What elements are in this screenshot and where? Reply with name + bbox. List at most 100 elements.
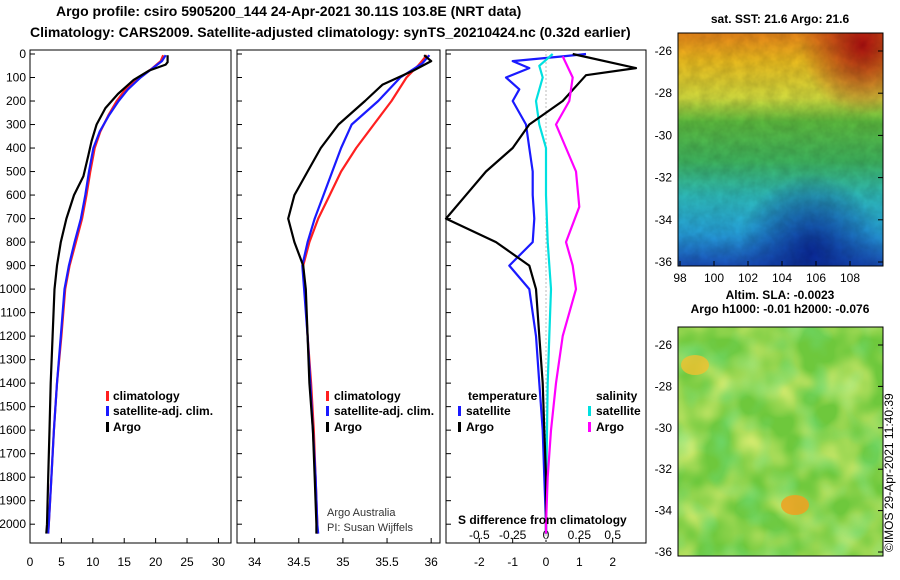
lon-tick-label: 104 bbox=[772, 271, 792, 285]
sst-map-title: sat. SST: 21.6 Argo: 21.6 bbox=[710, 12, 850, 26]
legend3-temp-satellite: satellite bbox=[466, 404, 511, 418]
ytick-label: 500 bbox=[6, 165, 26, 179]
xtick-label: 36 bbox=[424, 555, 438, 569]
ytick-label: 1600 bbox=[0, 423, 26, 437]
lon-tick-label: 106 bbox=[806, 271, 826, 285]
legend3-sal-argo: Argo bbox=[596, 420, 624, 434]
xtick-label: 34.5 bbox=[287, 555, 311, 569]
xtick-secondary-label: -0.25 bbox=[499, 528, 527, 542]
ytick-label: 1900 bbox=[0, 494, 26, 508]
legend-climatology: climatology bbox=[113, 389, 180, 403]
lat-tick-label: -30 bbox=[655, 128, 673, 142]
ytick-label: 1100 bbox=[0, 306, 26, 320]
legend-argo: Argo bbox=[113, 420, 141, 434]
xtick-label: 5 bbox=[58, 555, 65, 569]
xtick-label: 34 bbox=[248, 555, 262, 569]
ytick-label: 1200 bbox=[0, 329, 26, 343]
sla-map-title-line2: Argo h1000: -0.01 h2000: -0.076 bbox=[690, 302, 870, 316]
legend2-satellite-adj: satellite-adj. clim. bbox=[334, 404, 434, 418]
lat-tick-label: -28 bbox=[655, 86, 673, 100]
ytick-label: 0 bbox=[19, 47, 26, 61]
xtick-label: 0 bbox=[27, 555, 34, 569]
ytick-label: 1500 bbox=[0, 400, 26, 414]
xtick-label: -1 bbox=[507, 555, 518, 569]
ytick-label: 300 bbox=[6, 118, 26, 132]
legend2-satellite-swatch bbox=[326, 406, 329, 416]
legend-argo-swatch bbox=[106, 422, 109, 432]
lon-tick-label: 108 bbox=[840, 271, 860, 285]
lat-tick-label: -36 bbox=[655, 255, 673, 269]
xtick-label: 0 bbox=[543, 555, 550, 569]
xtick-label: 35.5 bbox=[375, 555, 399, 569]
chart-title-line1: Argo profile: csiro 5905200_144 24-Apr-2… bbox=[56, 3, 522, 19]
xtick-label: 20 bbox=[149, 555, 163, 569]
legend2-argo-swatch bbox=[326, 422, 329, 432]
ytick-label: 2000 bbox=[0, 517, 26, 531]
chart-title-line2: Climatology: CARS2009. Satellite-adjuste… bbox=[30, 24, 631, 40]
xtick-secondary-label: 0.25 bbox=[568, 528, 592, 542]
ytick-label: 100 bbox=[6, 71, 26, 85]
ytick-label: 1700 bbox=[0, 447, 26, 461]
lat-tick-label: -34 bbox=[655, 504, 673, 518]
ytick-label: 1400 bbox=[0, 376, 26, 390]
credit-pi: PI: Susan Wijffels bbox=[327, 522, 413, 534]
legend3-temp-sat-swatch bbox=[458, 406, 461, 416]
imos-credit: ©IMOS 29-Apr-2021 11:40:39 bbox=[882, 393, 896, 552]
legend3-salinity: salinity bbox=[596, 389, 638, 403]
series-line-satellite-adj-clim- bbox=[47, 54, 167, 534]
lat-tick-label: -36 bbox=[655, 545, 673, 559]
legend3-sal-argo-swatch bbox=[588, 422, 591, 432]
xtick-label: 2 bbox=[609, 555, 616, 569]
temperature-panel bbox=[29, 49, 232, 544]
legend3-temperature: temperature bbox=[468, 389, 538, 403]
legend3-temp-argo-swatch bbox=[458, 422, 461, 432]
series-line-argo bbox=[45, 55, 169, 534]
salinity-panel bbox=[236, 49, 441, 544]
series-line-temperature-argo bbox=[444, 52, 638, 534]
lat-tick-label: -28 bbox=[655, 379, 673, 393]
difference-panel-title: S difference from climatology bbox=[458, 513, 627, 527]
ytick-label: 700 bbox=[6, 212, 26, 226]
lon-tick-label: 102 bbox=[738, 271, 758, 285]
legend3-temp-argo: Argo bbox=[466, 420, 494, 434]
xtick-label: 10 bbox=[86, 555, 100, 569]
sst-map bbox=[677, 32, 884, 267]
legend2-climatology-swatch bbox=[326, 391, 329, 401]
xtick-secondary-label: -0.5 bbox=[469, 528, 490, 542]
ytick-label: 800 bbox=[6, 235, 26, 249]
legend-climatology-swatch bbox=[106, 391, 109, 401]
lat-tick-label: -30 bbox=[655, 421, 673, 435]
lat-tick-label: -32 bbox=[655, 171, 673, 185]
series-line-temperature-satellite bbox=[504, 52, 587, 534]
xtick-label: 30 bbox=[212, 555, 226, 569]
ytick-label: 400 bbox=[6, 141, 26, 155]
ytick-label: 1300 bbox=[0, 353, 26, 367]
credit-argo-australia: Argo Australia bbox=[327, 507, 396, 519]
legend2-argo: Argo bbox=[334, 420, 362, 434]
xtick-secondary-label: 0.5 bbox=[604, 528, 621, 542]
lat-tick-label: -26 bbox=[655, 338, 673, 352]
legend-satellite-swatch bbox=[106, 406, 109, 416]
legend2-climatology: climatology bbox=[334, 389, 401, 403]
ytick-label: 1000 bbox=[0, 282, 26, 296]
lat-tick-label: -32 bbox=[655, 462, 673, 476]
legend-satellite-adj: satellite-adj. clim. bbox=[113, 404, 213, 418]
legend3-sal-sat-swatch bbox=[588, 406, 591, 416]
sla-map-title-line1: Altim. SLA: -0.0023 bbox=[725, 288, 835, 302]
ytick-label: 200 bbox=[6, 94, 26, 108]
series-line-salinity-argo bbox=[544, 55, 581, 534]
lon-tick-label: 100 bbox=[704, 271, 724, 285]
lat-tick-label: -34 bbox=[655, 213, 673, 227]
ytick-label: 900 bbox=[6, 259, 26, 273]
xtick-label: 25 bbox=[180, 555, 194, 569]
ytick-label: 1800 bbox=[0, 470, 26, 484]
lon-tick-label: 98 bbox=[673, 271, 687, 285]
ytick-label: 600 bbox=[6, 188, 26, 202]
xtick-label: -2 bbox=[474, 555, 485, 569]
xtick-label: 15 bbox=[118, 555, 132, 569]
legend3-sal-satellite: satellite bbox=[596, 404, 641, 418]
lat-tick-label: -26 bbox=[655, 44, 673, 58]
sla-map bbox=[677, 326, 884, 557]
xtick-label: 35 bbox=[336, 555, 350, 569]
